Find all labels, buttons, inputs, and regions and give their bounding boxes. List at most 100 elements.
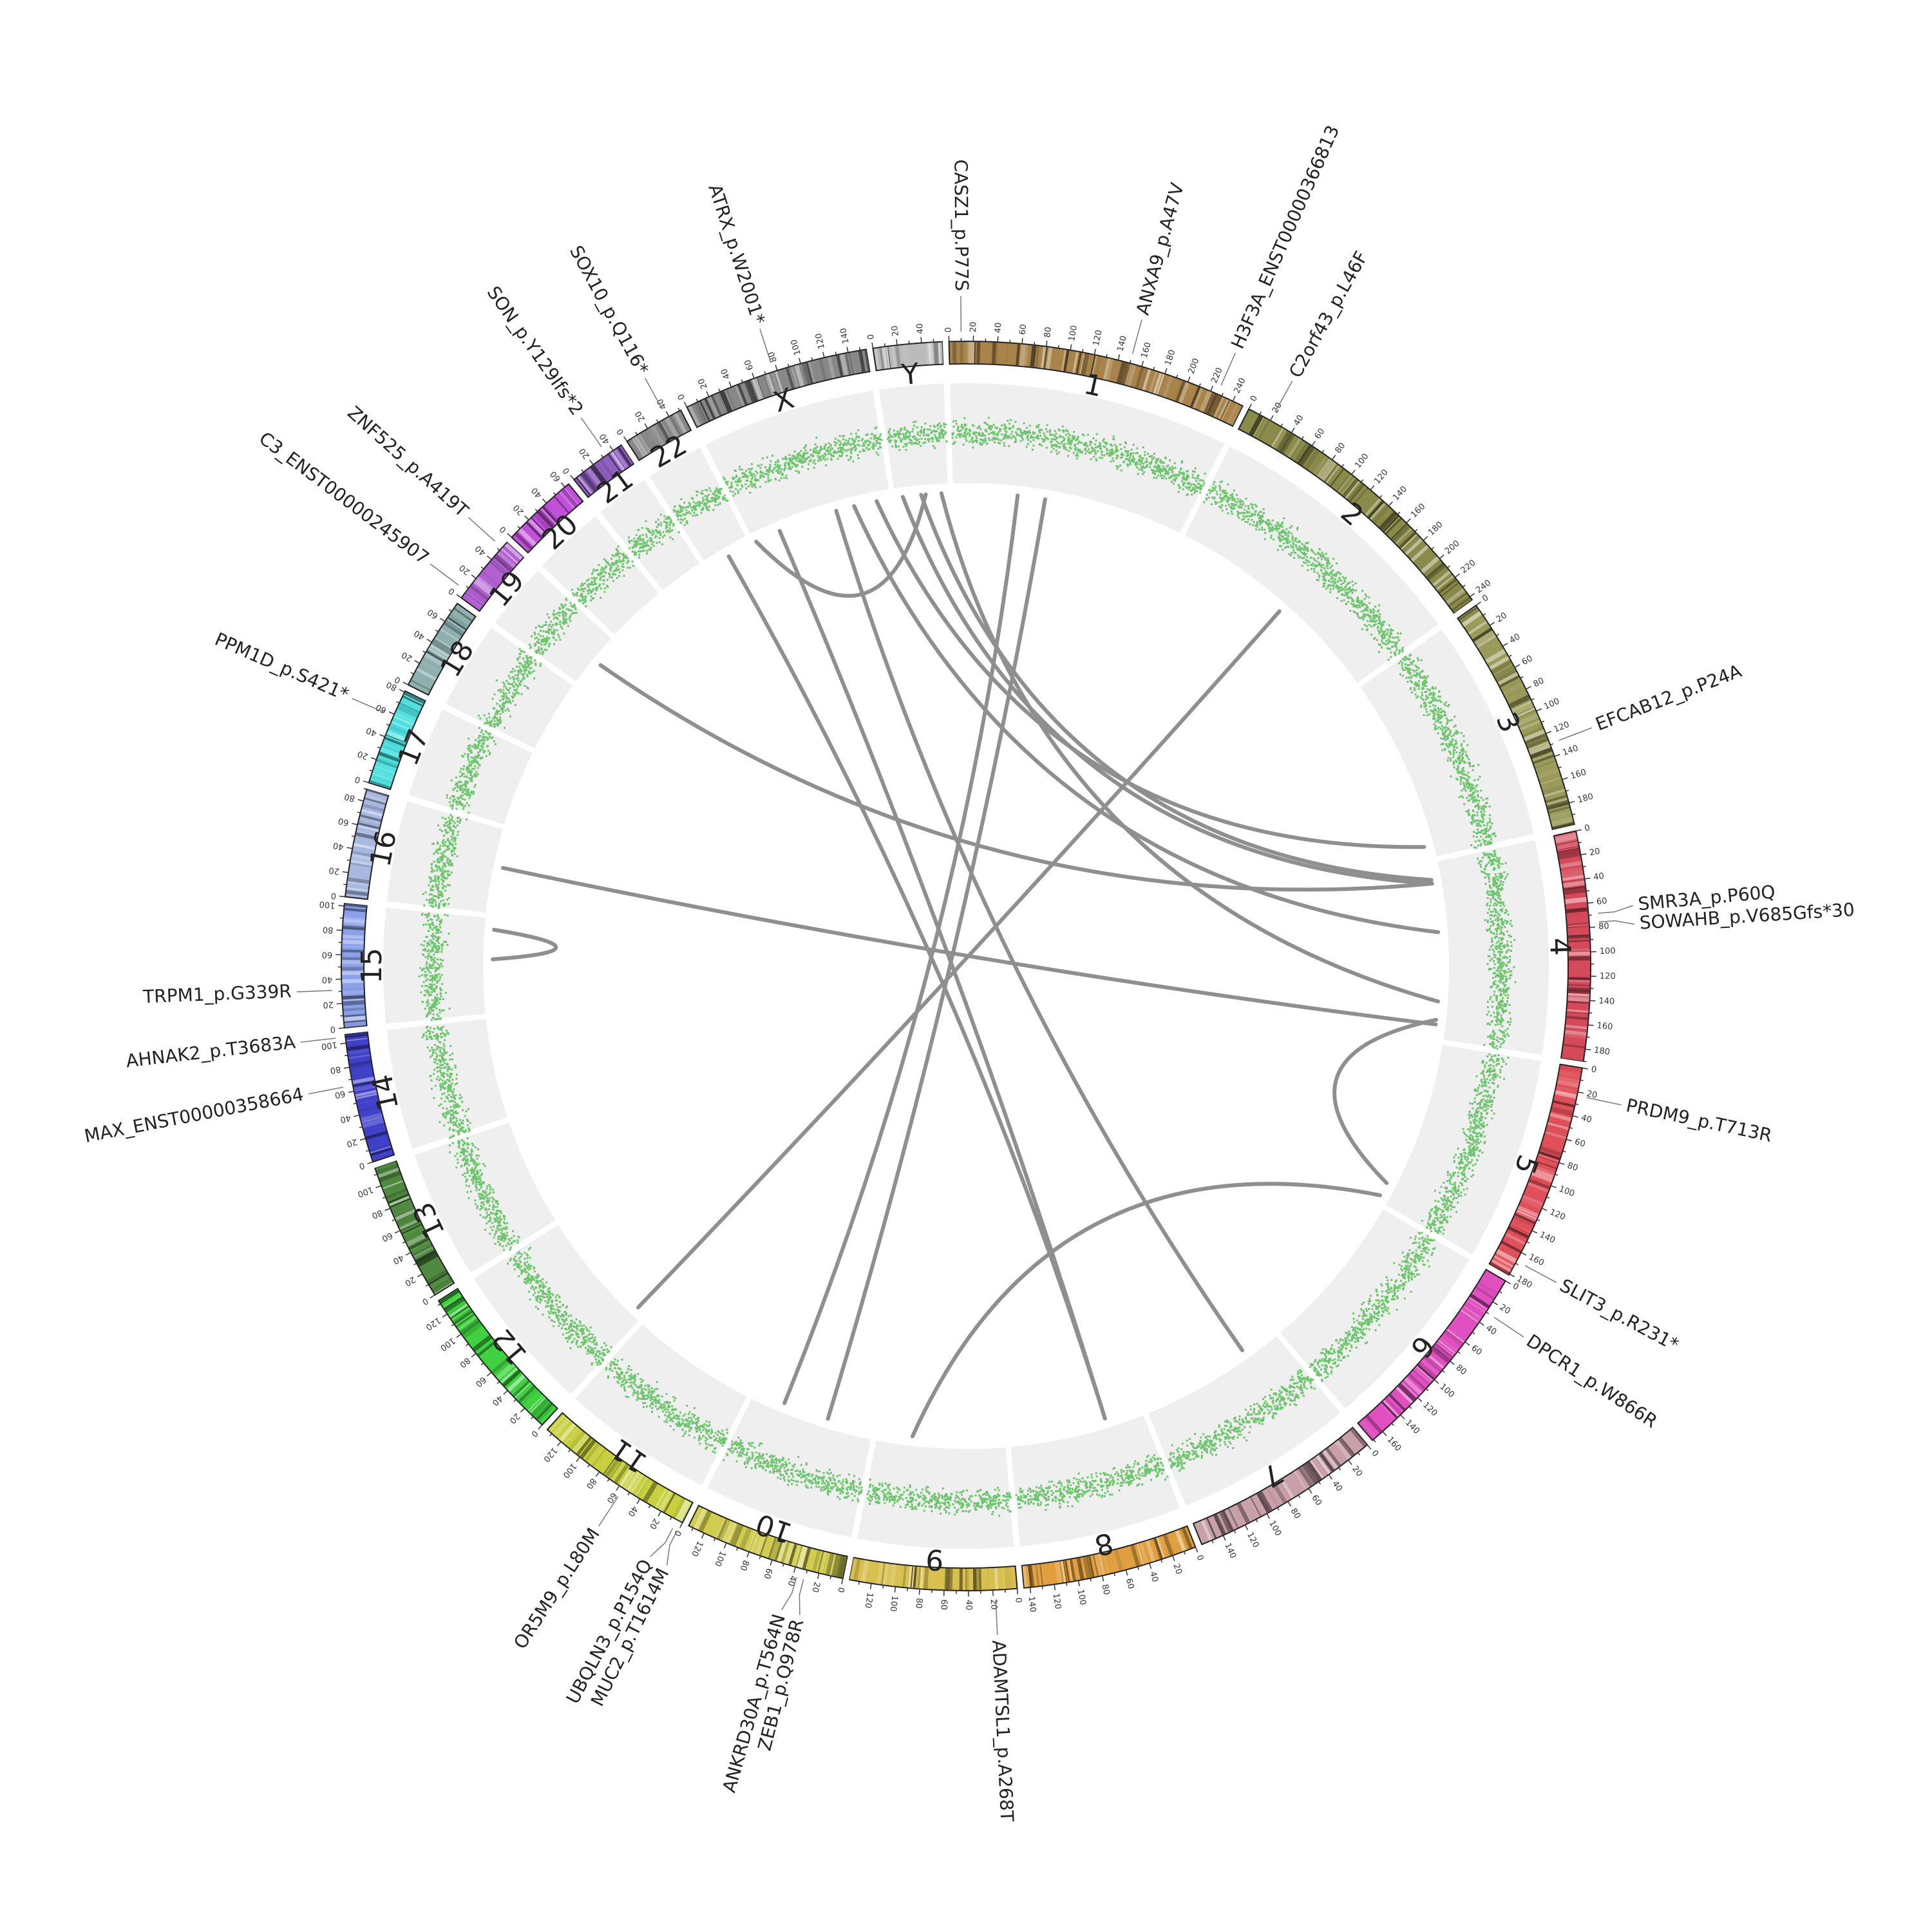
mutation-leader-line <box>308 1086 344 1095</box>
mutation-label: SON_p.Y129Ifs*2 <box>483 282 588 419</box>
chr-6-tick-label: 160 <box>1385 1435 1403 1454</box>
chr-19-tick-label: 0 <box>447 585 457 596</box>
chr-20-tick-label: 20 <box>511 502 526 516</box>
chr-4-tick-label: 40 <box>1593 871 1604 882</box>
chr-3-tick-label: 20 <box>1495 611 1509 625</box>
chr-1-tick-label: 140 <box>1115 335 1129 353</box>
mutation-label: ADAMTSL1_p.A268T <box>988 1640 1018 1823</box>
chr-10-tick-label: 60 <box>761 1567 773 1580</box>
mutation-leader-line <box>666 1530 677 1566</box>
mutation-label: PRDM9_p.T713R <box>1624 1095 1774 1146</box>
chr-4-tick-label: 0 <box>1584 823 1591 833</box>
chr-19-track-bg <box>495 571 611 682</box>
chr-x-tick-label: 0 <box>676 392 687 401</box>
chr-3-tick-label: 100 <box>1542 697 1561 712</box>
chr-14-tick-label: 40 <box>339 1112 352 1124</box>
mutation-label: CASZ1_p.P77S <box>950 159 972 291</box>
chr-14-track-bg <box>386 1019 507 1149</box>
chr-16-label: 16 <box>364 828 403 869</box>
chr-10-tick-label: 80 <box>738 1558 751 1572</box>
chr-22-tick-label: 0 <box>615 427 626 437</box>
chr-3-tick-label: 180 <box>1577 791 1595 805</box>
chr-2-tick-label: 100 <box>1353 452 1370 471</box>
mutation-leader-line <box>1493 1316 1524 1338</box>
mutation-leader-line <box>1274 381 1293 413</box>
chr-x-cnv-points <box>723 426 883 497</box>
chr-16-ticks: 0 20 40 60 80 <box>328 788 367 900</box>
chr-9-bands <box>849 1558 1014 1590</box>
chr-4-bands <box>1555 832 1590 1061</box>
chr-11-tick-label: 20 <box>647 1517 661 1531</box>
chr-6-track-bg <box>1280 1209 1470 1409</box>
chr-1-tick-label: 0 <box>943 327 953 333</box>
mutation-leader-line <box>352 697 385 714</box>
mutation-label: SOX10_p.Q116* <box>565 242 653 379</box>
chr-15-cnv-points <box>418 912 451 1021</box>
chr-11-tick-label: 40 <box>625 1504 639 1518</box>
chr-y-tick-label: 0 <box>866 334 876 340</box>
chr-12-tick-label: 100 <box>438 1336 457 1353</box>
chr-22-bands <box>631 413 687 458</box>
chr-5-tick-label: 80 <box>1566 1161 1579 1173</box>
chr-18-track-bg <box>445 627 573 749</box>
chr-19-tick-label: 40 <box>473 543 488 557</box>
mutation-label: ANXA9_p.A47V <box>1132 181 1188 317</box>
chr-11-tick-label: 120 <box>541 1445 559 1464</box>
sv-link <box>834 509 1245 1352</box>
chr-13-bands <box>375 1161 453 1294</box>
chr-8-tick-label: 140 <box>1027 1596 1037 1613</box>
chr-3-ticks: 0 20 40 60 80 100 120 140 160 180 <box>1475 593 1595 815</box>
sv-link <box>491 927 558 961</box>
chr-x-tick-label: 20 <box>696 377 709 390</box>
chr-8-tick-label: 40 <box>1148 1570 1160 1583</box>
chr-12-cnv-points <box>507 1247 612 1366</box>
tick-labels: 0 20 40 60 80 100 120 140 160 180 2002202400204060… <box>319 321 1616 1613</box>
chr-8-tick-label: 60 <box>1124 1577 1136 1590</box>
chr-16-tick-label: 20 <box>328 865 341 876</box>
chr-17-tick-label: 40 <box>365 725 379 738</box>
chr-15-label: 15 <box>355 948 388 984</box>
chr-16-cnv-points <box>422 813 468 909</box>
chr-3-tick-label: 140 <box>1561 743 1579 757</box>
chr-11-bands <box>549 1415 692 1522</box>
chr-4-tick-label: 180 <box>1593 1046 1611 1057</box>
chr-16-tick-label: 80 <box>343 791 356 804</box>
mutation-label: OR5M9_p.L80M <box>509 1524 604 1653</box>
chr-2-tick-label: 160 <box>1409 502 1427 520</box>
mutation-label: MAX_ENST00000358664 <box>82 1083 305 1146</box>
chr-1-tick-label: 40 <box>993 322 1003 333</box>
chr-21-cnv-points <box>627 513 680 559</box>
chr-15-tick-label: 40 <box>322 974 333 984</box>
chr-9-cnv-points <box>866 1479 1012 1517</box>
chr-16-ideogram <box>344 788 390 900</box>
chr-9-tick-label: 0 <box>1013 1597 1023 1603</box>
chr-14-tick-label: 60 <box>334 1088 346 1100</box>
chr-4-tick-label: 20 <box>1589 847 1601 858</box>
chr-17-cnv-points <box>446 726 497 814</box>
chr-3-tick-label: 0 <box>1481 593 1490 604</box>
chr-20-cnv-points <box>571 545 634 608</box>
mutation-leader-line <box>468 517 495 542</box>
chr-11-tick-label: 0 <box>672 1528 683 1537</box>
chr-17-track-bg <box>408 709 533 824</box>
chr-2-bands <box>1246 413 1472 613</box>
chr-5-cnv-points <box>1421 1053 1510 1235</box>
chr-5-tick-label: 0 <box>1591 1065 1598 1075</box>
chr-14-tick-label: 0 <box>357 1160 366 1171</box>
mutation-label: AHNAK2_p.T3683A <box>125 1031 297 1072</box>
chr-8-tick-label: 100 <box>1075 1589 1088 1606</box>
chr-22-track-bg <box>649 447 746 561</box>
chr-14-tick-label: 80 <box>329 1064 341 1075</box>
chr-8-tick-label: 20 <box>1171 1562 1184 1576</box>
mutation-leader-line <box>645 377 663 410</box>
chr-10-bands <box>694 1508 848 1578</box>
chr-6-tick-label: 120 <box>1421 1400 1439 1418</box>
chr-1-tick-label: 100 <box>1067 325 1079 342</box>
chr-10-tick-label: 100 <box>712 1549 727 1568</box>
chr-8-tick-label: 80 <box>1099 1584 1111 1596</box>
sv-link <box>852 504 1441 934</box>
chr-9-tick-label: 40 <box>963 1600 973 1611</box>
sv-link <box>910 1182 1383 1439</box>
chr-18-tick-label: 40 <box>413 628 427 641</box>
